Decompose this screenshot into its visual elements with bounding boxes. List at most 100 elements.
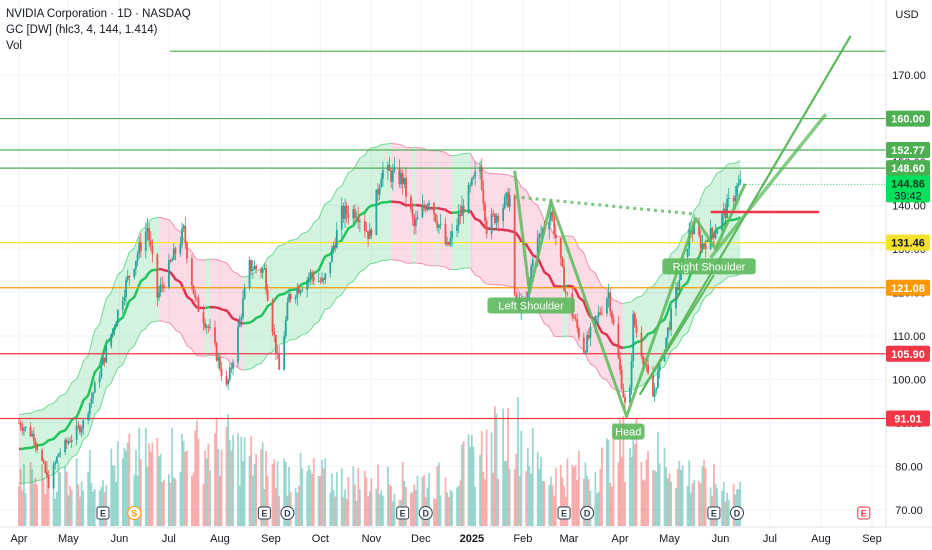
volume-bar (668, 473, 671, 526)
volume-bar (158, 456, 160, 526)
volume-bar (36, 484, 39, 526)
event-label: S (131, 509, 137, 519)
candle-body (401, 173, 404, 185)
time-tick: Mar (560, 533, 579, 545)
candle-body (125, 279, 127, 298)
candle-body (184, 225, 187, 243)
event-marker-d[interactable]: D (280, 506, 295, 520)
volume-bar (65, 471, 68, 526)
time-axis[interactable]: Apr May Jun Jul Aug Sep Oct Nov Dec 2025 Feb Mar Apr… (0, 526, 932, 550)
candle-body (121, 301, 124, 310)
candle-body (110, 334, 113, 347)
volume-bar (666, 478, 669, 526)
candle-body (57, 453, 60, 457)
candle-body (179, 244, 182, 254)
event-marker-d[interactable]: D (418, 506, 433, 520)
volume-bar (421, 477, 424, 526)
candle-body (658, 361, 661, 372)
candle-body (378, 187, 381, 195)
volume-bar (536, 451, 539, 526)
head-shoulders-pattern[interactable]: Left Shoulder Head Right Shoulder (487, 35, 852, 440)
candle-body (288, 293, 290, 303)
candle-body (209, 327, 211, 328)
volume-bar (670, 481, 673, 526)
price-tick: 70.00 (895, 505, 923, 517)
band-lower (562, 335, 568, 338)
pattern-label-text: Right Shoulder (673, 261, 746, 273)
volume-bar (100, 486, 103, 526)
pattern-label-0[interactable]: Left Shoulder (487, 297, 575, 314)
price-axis[interactable]: USD70.0080.0090.00100.00110.00120.00130.… (740, 0, 932, 526)
volume-bar (75, 458, 78, 526)
event-marker-e[interactable]: E (396, 506, 410, 520)
event-marker-e[interactable]: E (557, 506, 571, 520)
event-marker-e[interactable]: E (257, 506, 271, 520)
volume-bar (163, 479, 165, 526)
volume-bar (115, 482, 118, 526)
candle-body (42, 460, 45, 463)
volume-bar (414, 489, 417, 526)
band-upper (204, 258, 210, 261)
volume-bar (31, 468, 34, 526)
candle-body (32, 433, 35, 442)
candle-body (237, 326, 239, 363)
volume-bar (191, 475, 193, 526)
candle-body (622, 389, 625, 398)
indicator-label[interactable]: GC [DW] (hlc3, 4, 144, 1.414) (6, 24, 158, 36)
event-label: E (711, 509, 717, 519)
candle-body (158, 291, 160, 298)
volume-bar (494, 406, 496, 526)
candle-body (573, 316, 575, 319)
event-circle (127, 506, 142, 520)
volume-bar (617, 462, 620, 526)
event-marker-d[interactable]: D (580, 506, 595, 520)
volume-bar (612, 423, 615, 526)
event-marker-e[interactable]: E (96, 506, 110, 520)
candle-body (596, 316, 598, 318)
volume-bar (44, 494, 47, 526)
event-marker-d[interactable]: D (729, 506, 744, 520)
volume-bar (508, 468, 511, 526)
candle-body (355, 217, 358, 219)
volume-bar (79, 496, 81, 526)
volume-bar (294, 487, 297, 526)
volume-bar (324, 458, 327, 526)
band-midline (437, 206, 453, 214)
candle-body (390, 170, 393, 182)
event-marker-e[interactable]: E (707, 506, 721, 520)
price-tick: 170.00 (892, 70, 926, 82)
candle-body (367, 231, 370, 240)
volume-bar (148, 443, 150, 526)
event-marker-e[interactable]: E (857, 506, 871, 520)
event-circle (280, 506, 295, 520)
candle-body (666, 327, 669, 338)
pattern-label-2[interactable]: Right Shoulder (662, 258, 756, 275)
volume-bar (23, 464, 25, 526)
volume-bars (18, 397, 742, 526)
symbol-title[interactable]: NVIDIA Corporation · 1D · NASDAQ (6, 8, 191, 20)
volume-bar (676, 468, 679, 526)
volume-label[interactable]: Vol (6, 40, 22, 52)
event-box (257, 506, 271, 520)
event-marker-s[interactable]: S (127, 506, 142, 520)
price-axis-bg (886, 0, 932, 526)
current-price-bg (886, 175, 930, 203)
horizontal-levels[interactable] (0, 50, 886, 420)
volume-bar (451, 491, 453, 526)
pattern-label-1[interactable]: Head (612, 423, 645, 440)
volume-bar (77, 484, 80, 526)
candle-body (531, 259, 534, 267)
volume-bar (640, 461, 643, 526)
candle-body (250, 260, 253, 272)
candle-body (238, 319, 241, 327)
currency-label[interactable]: USD (895, 9, 918, 21)
volume-bar (482, 471, 485, 526)
volume-bar (149, 451, 152, 526)
volume-bar (635, 417, 638, 526)
volume-bar (698, 480, 700, 526)
candle-body (181, 228, 183, 245)
candle-body (345, 205, 348, 215)
volume-bar (739, 481, 742, 526)
